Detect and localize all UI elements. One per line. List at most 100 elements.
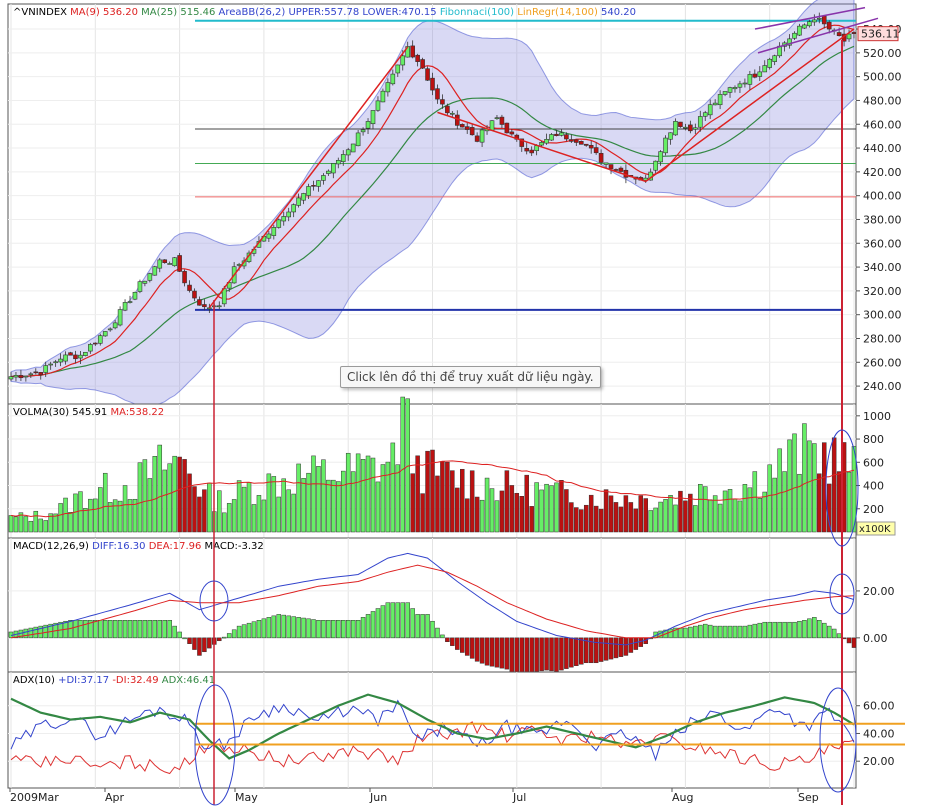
volume-bar bbox=[628, 502, 634, 533]
macd-histogram-bar bbox=[702, 623, 708, 639]
volume-bar bbox=[812, 443, 817, 533]
candle-body bbox=[539, 142, 544, 146]
macd-histogram-bar bbox=[752, 623, 758, 639]
volume-bar bbox=[653, 507, 658, 533]
highlight-ellipse bbox=[829, 573, 855, 615]
volume-bar bbox=[554, 482, 559, 533]
volume-bar bbox=[102, 472, 108, 533]
candle-body bbox=[519, 138, 525, 147]
macd-histogram-bar bbox=[345, 620, 351, 639]
volume-bar bbox=[53, 513, 58, 533]
highlight-ellipse bbox=[825, 429, 859, 547]
volume-bar bbox=[807, 440, 812, 533]
macd-histogram-bar bbox=[430, 620, 435, 639]
candle-body bbox=[236, 264, 242, 266]
macd-histogram-bar bbox=[117, 620, 123, 639]
volume-bar bbox=[58, 503, 63, 533]
macd-histogram-bar bbox=[534, 637, 539, 672]
macd-histogram-bar bbox=[355, 620, 361, 639]
macd-histogram-bar bbox=[802, 620, 807, 639]
candle-body bbox=[370, 110, 376, 124]
adx-panel[interactable]: 20.00 40.00 60.00 ADX(10) +DI:37.17 -DI:32.… bbox=[7, 671, 905, 789]
volume-bar bbox=[663, 499, 668, 533]
macd-histogram-bar bbox=[638, 637, 644, 647]
candle-body bbox=[132, 291, 138, 300]
candle-body bbox=[544, 138, 549, 144]
candle-body bbox=[767, 58, 773, 68]
candle-body bbox=[747, 74, 753, 85]
macd-histogram-bar bbox=[440, 634, 445, 639]
adx-legend-part: ADX(10) bbox=[13, 675, 55, 686]
volume-bar bbox=[455, 487, 460, 533]
volume-bar bbox=[712, 495, 718, 533]
macd-histogram-bar bbox=[360, 617, 366, 639]
adx-legend: ADX(10) +DI:37.17 -DI:32.49 ADX:46.41 bbox=[13, 675, 215, 686]
volume-bar bbox=[435, 475, 440, 533]
price-tick-label: 440.00 bbox=[863, 142, 902, 155]
macd-histogram-bar bbox=[732, 625, 738, 639]
macd-histogram-bar bbox=[707, 624, 713, 639]
candle-body bbox=[727, 87, 733, 93]
candle-body bbox=[137, 281, 143, 292]
volume-bar bbox=[460, 468, 465, 533]
candle-body bbox=[752, 73, 758, 78]
macd-histogram-bar bbox=[851, 637, 857, 648]
volume-bar bbox=[717, 503, 723, 533]
candle-body bbox=[618, 167, 624, 172]
click-hint-tooltip: Click lên đồ thị để truy xuất dữ liệu ng… bbox=[340, 366, 601, 388]
macd-histogram-bar bbox=[167, 620, 172, 639]
candle-body bbox=[678, 121, 683, 127]
candle-body bbox=[673, 121, 678, 136]
volume-bar bbox=[817, 473, 822, 533]
candle-body bbox=[73, 354, 78, 360]
volume-bar bbox=[727, 489, 733, 533]
candle-body bbox=[802, 24, 807, 29]
macd-histogram-bar bbox=[817, 620, 822, 639]
x-tick-label: 2009Mar bbox=[10, 791, 59, 804]
candle-body bbox=[122, 302, 128, 311]
volume-unit-label: x100K bbox=[859, 524, 891, 535]
macd-histogram-bar bbox=[688, 626, 693, 639]
volume-panel[interactable]: 200 400 600 800 1000 x100K VOLMA(30) 545.91 MA… bbox=[7, 396, 896, 539]
volume-bar bbox=[83, 508, 88, 533]
macd-histogram-bar bbox=[340, 620, 346, 639]
volume-bar bbox=[688, 493, 693, 533]
macd-histogram-bar bbox=[509, 637, 515, 673]
macd-histogram-bar bbox=[792, 621, 797, 639]
volume-bar bbox=[678, 490, 683, 533]
macd-histogram-bar bbox=[757, 622, 763, 639]
volume-bar bbox=[782, 471, 787, 533]
x-tick-label: Apr bbox=[105, 791, 125, 804]
volume-bar bbox=[395, 464, 401, 533]
candle-body bbox=[192, 290, 197, 299]
macd-histogram-bar bbox=[246, 622, 252, 639]
candle-body bbox=[574, 139, 579, 143]
x-tick-label: Jun bbox=[369, 791, 387, 804]
volume-bar bbox=[226, 503, 232, 533]
volume-bar bbox=[375, 481, 381, 533]
adx-tick-label: 40.00 bbox=[863, 727, 895, 740]
price-panel[interactable]: 240.00 260.00 280.00 300.00 320.00 340.00 360.… bbox=[7, 0, 902, 406]
macd-histogram-bar bbox=[241, 624, 247, 639]
volume-bar bbox=[529, 506, 534, 533]
macd-histogram-bar bbox=[450, 637, 455, 646]
candle-body bbox=[182, 271, 187, 284]
volume-bar bbox=[603, 489, 609, 533]
candle-body bbox=[301, 193, 306, 201]
candle-body bbox=[702, 112, 708, 117]
volume-bar bbox=[683, 500, 688, 533]
volume-bar bbox=[519, 496, 525, 533]
candle-body bbox=[216, 305, 222, 308]
macd-histogram-bar bbox=[122, 620, 128, 639]
macd-legend-part: MACD:-3.32 bbox=[201, 541, 263, 552]
volume-bar bbox=[698, 484, 703, 533]
macd-panel[interactable]: 0.00 20.00 MACD(12,26,9) DIFF:16.30 DEA:17… bbox=[7, 537, 895, 675]
volume-bar bbox=[370, 457, 376, 533]
volume-bar bbox=[197, 496, 202, 533]
candle-body bbox=[405, 46, 411, 58]
candle-body bbox=[509, 131, 515, 135]
adx-legend-part: +DI:37.17 bbox=[55, 675, 109, 686]
candle-body bbox=[792, 32, 797, 39]
